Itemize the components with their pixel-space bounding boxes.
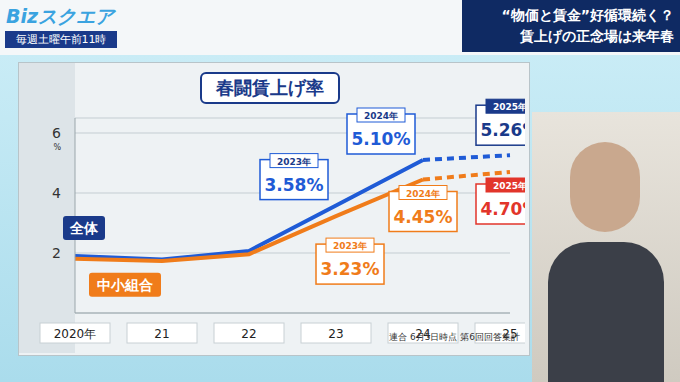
svg-text:3.58%: 3.58% xyxy=(265,175,324,195)
svg-text:2023年: 2023年 xyxy=(333,241,367,251)
svg-text:中小組合: 中小組合 xyxy=(97,277,153,293)
svg-text:5.10%: 5.10% xyxy=(352,129,411,149)
svg-text:2024年: 2024年 xyxy=(406,189,440,199)
svg-text:3.23%: 3.23% xyxy=(321,259,380,279)
svg-text:6: 6 xyxy=(52,125,61,141)
html-text:春闘賃上げ率: 春闘賃上げ率 xyxy=(216,77,324,98)
html-text:連合 6月5日時点 第6回回答集計: 連合 6月5日時点 第6回回答集計 xyxy=(389,332,520,342)
svg-text:全体: 全体 xyxy=(69,220,99,236)
svg-text:2025年: 2025年 xyxy=(493,102,525,112)
html-text:毎週土曜午前11時: 毎週土曜午前11時 xyxy=(15,33,107,46)
svg-text:%: % xyxy=(53,143,61,152)
svg-text:4: 4 xyxy=(52,185,61,201)
svg-text:2023年: 2023年 xyxy=(277,157,311,167)
html-text:Bizスクエア: Bizスクエア xyxy=(6,5,115,27)
svg-text:22: 22 xyxy=(241,327,256,341)
svg-text:23: 23 xyxy=(328,327,343,341)
svg-text:2020年: 2020年 xyxy=(54,327,97,341)
svg-text:2024年: 2024年 xyxy=(364,111,398,121)
svg-text:21: 21 xyxy=(154,327,169,341)
html-text:賃上げの正念場は来年春: 賃上げの正念場は来年春 xyxy=(520,28,674,44)
svg-text:4.70%: 4.70% xyxy=(481,199,525,219)
svg-text:4.45%: 4.45% xyxy=(394,207,453,227)
html-text:“物価と賃金”好循環続く？: “物価と賃金”好循環続く？ xyxy=(501,7,674,23)
svg-text:2: 2 xyxy=(52,245,61,261)
svg-text:2025年: 2025年 xyxy=(493,181,525,191)
svg-text:5.26%: 5.26% xyxy=(481,120,525,140)
